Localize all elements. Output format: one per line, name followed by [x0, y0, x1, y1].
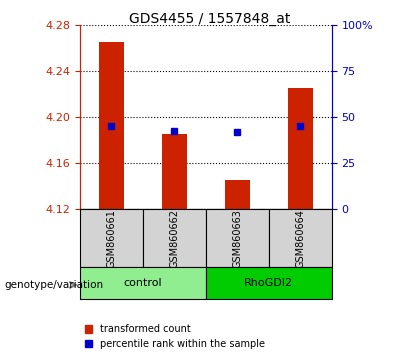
Bar — [288, 88, 313, 209]
Text: GSM860663: GSM860663 — [232, 209, 242, 268]
Bar — [225, 180, 250, 209]
Text: GSM860661: GSM860661 — [106, 209, 116, 268]
Bar — [206, 209, 269, 267]
Bar — [162, 134, 187, 209]
Text: genotype/variation: genotype/variation — [4, 280, 103, 290]
Bar — [269, 209, 332, 267]
Text: GDS4455 / 1557848_at: GDS4455 / 1557848_at — [129, 12, 291, 27]
Text: control: control — [123, 278, 162, 288]
Text: RhoGDI2: RhoGDI2 — [244, 278, 293, 288]
Legend: transformed count, percentile rank within the sample: transformed count, percentile rank withi… — [85, 324, 265, 349]
Bar — [206, 267, 332, 299]
Bar — [99, 42, 124, 209]
Bar — [80, 209, 143, 267]
Bar — [143, 209, 206, 267]
Bar — [80, 267, 206, 299]
Text: GSM860662: GSM860662 — [169, 209, 179, 268]
Text: GSM860664: GSM860664 — [295, 209, 305, 268]
